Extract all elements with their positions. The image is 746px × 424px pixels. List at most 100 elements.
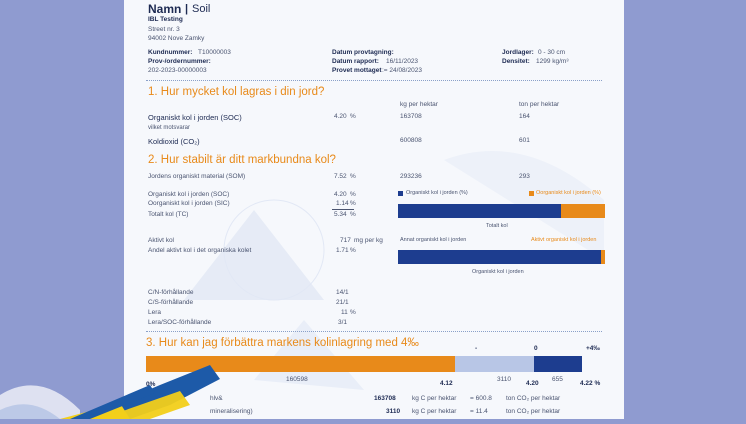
company-name: IBL Testing (148, 16, 183, 23)
bar-loss-segment (455, 356, 534, 372)
row1-label: hlv& (210, 395, 223, 402)
report-product: Soil (192, 3, 211, 15)
row2-co2-unit: ton CO₂ per hektar (506, 408, 561, 415)
row1-co2: = 600.8 (470, 395, 492, 402)
bar-current-segment (146, 356, 455, 372)
row1-value: 163708 (374, 395, 396, 402)
legend-soc-label: Organiskt kol i jorden (%) (406, 190, 468, 196)
s2-som-unit: % (350, 173, 356, 180)
section1-title: 1. Hur mycket kol lagras i din jord? (148, 86, 325, 98)
s1-co2-label: Koldioxid (CO₂) (148, 137, 200, 146)
row1-unit: kg C per hektar (412, 395, 457, 402)
s1-soc-ton: 164 (519, 113, 530, 120)
bar-active-organic-segment (601, 250, 605, 264)
bar1-caption: Totalt kol (486, 223, 508, 229)
density-label: Densitet: (502, 58, 530, 65)
bar3-tick3: 4.22 % (580, 380, 601, 387)
received-value: := 24/08/2023 (382, 67, 422, 74)
row2-label: mineralisering) (210, 408, 253, 415)
s2-tc-label: Totalt kol (TC) (148, 211, 189, 218)
s2-active-unit: mg per kg (354, 237, 383, 244)
clay-soc-label: Lera/SOC-förhållande (148, 319, 212, 326)
row1-co2-unit: ton CO₂ per hektar (506, 395, 561, 402)
cs-label: C/S-förhållande (148, 299, 194, 306)
bar-improvement (146, 356, 582, 372)
col-kg-header: kg per hektar (400, 101, 438, 108)
legend-sic-swatch (529, 191, 534, 196)
s1-soc-pct: 4.20 (334, 113, 347, 120)
bar3-seg2-value: 3110 (497, 376, 511, 383)
clay-unit: % (350, 309, 356, 316)
mark-zero: 0 (534, 345, 538, 352)
decorative-flag-band (60, 365, 220, 419)
legend-soc-swatch (398, 191, 403, 196)
report-page: Namn | Soil IBL Testing Street nr. 3 940… (124, 0, 624, 419)
section2-title: 2. Hur stabilt är ditt markbundna kol? (148, 154, 336, 166)
s2-active-share-pct: 1.71 (336, 247, 349, 254)
s1-soc-unit: % (350, 113, 356, 120)
s2-som-ton: 293 (519, 173, 530, 180)
header-separator (146, 80, 602, 81)
s2-som-kg: 293236 (400, 173, 422, 180)
row2-value: 3110 (386, 408, 401, 415)
section-separator (146, 331, 602, 332)
bar3-tick2: 4.20 (526, 380, 539, 387)
sum-line (332, 209, 354, 210)
bar3-seg1-value: 160598 (286, 376, 308, 383)
company-street: Street nr. 3 (148, 26, 180, 33)
s1-co2-ton: 601 (519, 137, 530, 144)
s2-sic-pct: 1.14 (336, 200, 349, 207)
bar-sic-segment (561, 204, 605, 218)
layer-label: Jordlager: (502, 49, 534, 56)
s2-sic-label: Oorganiskt kol i jorden (SIC) (148, 200, 230, 207)
s1-soc-label: Organiskt kol i jorden (SOC) (148, 113, 242, 122)
bar-organic-carbon (398, 250, 605, 264)
legend-other-label: Annat organiskt kol i jorden (400, 237, 467, 243)
company-city: 94002 Nove Zamky (148, 35, 205, 42)
order-label: Prov-/ordernummer: (148, 58, 211, 65)
bar-total-carbon (398, 204, 605, 218)
s2-soc-label: Organiskt kol i jorden (SOC) (148, 191, 230, 198)
customer-value: T10000003 (198, 49, 231, 56)
s2-som-label: Jordens organiskt material (SOM) (148, 173, 246, 180)
name-divider: | (185, 3, 189, 15)
s1-co2-kg: 600808 (400, 137, 422, 144)
bar3-seg3-value: 655 (552, 376, 563, 383)
s2-sic-unit: % (350, 200, 356, 207)
report-date-value: 16/11/2023 (386, 58, 419, 65)
legend-sic-label: Oorganiskt kol i jorden (%) (536, 190, 601, 196)
mark-plus: +4‰ (586, 345, 600, 352)
s1-equiv: vilket motsvarar (148, 125, 191, 131)
s1-soc-kg: 163708 (400, 113, 422, 120)
s2-tc-unit: % (350, 211, 356, 218)
received-label: Provet mottaget (332, 67, 382, 74)
s2-soc-pct: 4.20 (334, 191, 347, 198)
s2-active-label: Aktivt kol (148, 237, 175, 244)
mark-minus: - (475, 345, 478, 352)
decorative-swirl (0, 340, 260, 419)
s2-active-value: 717 (340, 237, 351, 244)
bar-gain-segment (534, 356, 582, 372)
order-value: 202-2023-00000003 (148, 67, 207, 74)
legend-active-label: Aktivt organiskt kol i jorden (531, 237, 597, 243)
s2-soc-unit: % (350, 191, 356, 198)
clay-value: 11 (341, 309, 348, 316)
s2-active-share-unit: % (350, 247, 356, 254)
bar3-tick1: 4.12 (440, 380, 453, 387)
layer-value: 0 - 30 cm (538, 49, 566, 56)
cn-value: 14/1 (336, 289, 349, 296)
s2-som-pct: 7.52 (334, 173, 347, 180)
density-value: 1299 kg/m³ (536, 58, 569, 65)
bar2-caption: Organiskt kol i jorden (472, 269, 524, 275)
section3-title: 3. Hur kan jag förbättra markens kolinla… (146, 337, 419, 349)
report-name: Namn (148, 2, 182, 16)
s2-tc-pct: 5.34 (334, 211, 347, 218)
bar3-left-pct: 0% (146, 381, 156, 388)
bar-soc-segment (398, 204, 561, 218)
cn-label: C/N-förhållande (148, 289, 194, 296)
row2-unit: kg C per hektar (412, 408, 457, 415)
bar-other-organic-segment (398, 250, 601, 264)
row2-co2: = 11.4 (470, 408, 488, 415)
clay-soc-value: 3/1 (338, 319, 348, 326)
sample-date-label: Datum provtagning: (332, 49, 394, 56)
